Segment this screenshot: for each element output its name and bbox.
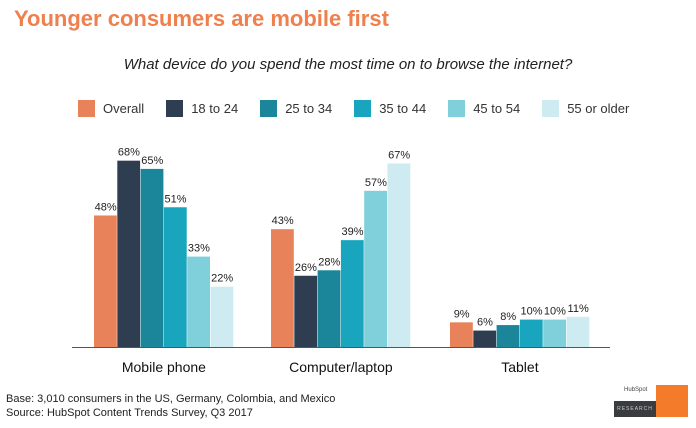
data-label: 43% <box>272 215 294 227</box>
bar <box>317 270 341 347</box>
category-label: Computer/laptop <box>289 359 393 375</box>
data-label: 28% <box>318 256 340 268</box>
data-label: 22% <box>211 273 233 285</box>
legend-swatch <box>542 100 560 117</box>
bar <box>140 168 164 347</box>
category-label: Tablet <box>501 359 538 375</box>
bar <box>496 325 520 347</box>
data-label: 11% <box>568 303 589 315</box>
data-label: 51% <box>165 193 187 205</box>
legend-swatch <box>78 100 95 117</box>
data-label: 6% <box>477 317 493 329</box>
data-label: 48% <box>95 201 117 213</box>
chart-title: What device do you spend the most time o… <box>123 56 573 73</box>
bar <box>163 207 187 347</box>
legend-label: Overall <box>103 101 145 116</box>
category-label: Mobile phone <box>122 359 206 375</box>
hubspot-research-logo: HubSpot RESEARCH <box>614 385 694 425</box>
data-label: 33% <box>188 243 210 255</box>
bar <box>473 330 497 347</box>
source-note: Source: HubSpot Content Trends Survey, Q… <box>6 407 253 419</box>
data-label: 26% <box>295 262 317 274</box>
data-label: 68% <box>118 147 140 159</box>
logo-icon <box>656 385 688 417</box>
bar <box>117 160 141 347</box>
legend-label: 45 to 54 <box>473 101 521 116</box>
legend-item: 35 to 44 <box>354 100 426 117</box>
legend: Overall 18 to 24 25 to 34 35 to 44 45 to 54 5… <box>78 100 651 117</box>
data-label: 10% <box>544 306 566 318</box>
legend-item: 45 to 54 <box>448 100 520 117</box>
bar <box>271 229 294 347</box>
legend-swatch <box>354 100 372 117</box>
bar <box>543 319 566 347</box>
page-title: Younger consumers are mobile first <box>14 6 389 31</box>
legend-swatch <box>166 100 184 117</box>
data-label: 39% <box>342 226 364 238</box>
footer: Base: 3,010 consumers in the US, Germany… <box>6 392 335 420</box>
legend-item: Overall <box>78 100 144 117</box>
bar <box>340 240 364 347</box>
bar <box>566 316 590 347</box>
legend-swatch <box>260 100 278 117</box>
legend-label: 55 or older <box>567 101 630 116</box>
data-label: 8% <box>500 311 516 323</box>
legend-label: 18 to 24 <box>191 101 239 116</box>
legend-label: 35 to 44 <box>379 101 427 116</box>
legend-swatch <box>448 100 466 117</box>
data-label: 10% <box>521 306 543 318</box>
data-label: 65% <box>141 155 163 167</box>
bar <box>187 256 210 347</box>
bar <box>450 322 473 347</box>
legend-item: 55 or older <box>542 100 629 117</box>
legend-item: 25 to 34 <box>260 100 332 117</box>
data-label: 67% <box>388 149 410 161</box>
bar <box>294 275 318 347</box>
legend-item: 18 to 24 <box>166 100 238 117</box>
base-note: Base: 3,010 consumers in the US, Germany… <box>6 393 336 405</box>
bar <box>210 286 234 347</box>
bar <box>387 163 411 347</box>
data-label: 9% <box>454 308 470 320</box>
bar <box>364 190 387 347</box>
bar <box>94 215 117 347</box>
bar <box>519 319 543 347</box>
legend-label: 25 to 34 <box>285 101 333 116</box>
data-label: 57% <box>365 177 387 189</box>
